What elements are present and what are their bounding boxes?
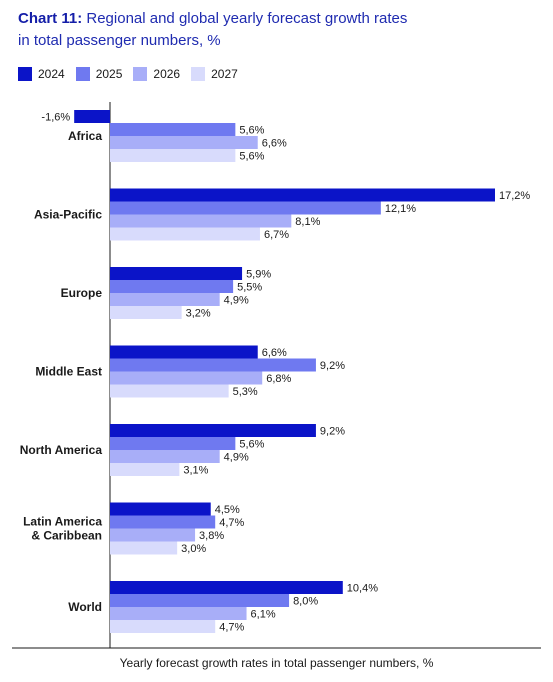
data-label-latin-america-caribbean-2026: 3,8% <box>199 530 224 542</box>
bar-africa-2024 <box>74 110 110 123</box>
bar-asia-pacific-2024 <box>110 188 495 202</box>
legend-item-2024: 2024 <box>18 67 65 81</box>
data-label-world-2025: 8,0% <box>293 596 318 608</box>
bar-middle-east-2024 <box>110 345 258 359</box>
legend-label-2026: 2026 <box>153 67 181 81</box>
data-label-europe-2025: 5,5% <box>237 282 262 294</box>
data-label-north-america-2027: 3,1% <box>183 465 208 477</box>
bar-middle-east-2025 <box>110 358 316 372</box>
category-label-latin-america-caribbean: Latin America & Caribbean <box>23 515 102 543</box>
data-label-latin-america-caribbean-2025: 4,7% <box>219 517 244 529</box>
bar-africa-2026 <box>110 136 258 149</box>
data-label-middle-east-2026: 6,8% <box>266 373 291 385</box>
data-label-europe-2024: 5,9% <box>246 269 271 281</box>
legend-label-2025: 2025 <box>95 67 123 81</box>
bar-world-2026 <box>110 607 247 620</box>
category-label-africa: Africa <box>68 129 102 143</box>
bar-world-2024 <box>110 581 343 594</box>
bar-europe-2027 <box>110 306 182 319</box>
data-label-world-2024: 10,4% <box>347 583 378 595</box>
legend-item-2027: 2027 <box>191 67 238 81</box>
data-label-europe-2026: 4,9% <box>224 295 249 307</box>
bar-europe-2026 <box>110 293 220 306</box>
bar-asia-pacific-2026 <box>110 214 292 228</box>
data-label-middle-east-2024: 6,6% <box>262 347 287 359</box>
data-label-africa-2024: -1,6% <box>41 112 70 124</box>
chart-title-line1: Regional and global yearly forecast grow… <box>86 10 408 27</box>
bar-world-2025 <box>110 594 290 607</box>
data-label-europe-2027: 3,2% <box>186 308 211 320</box>
data-label-asia-pacific-2027: 6,7% <box>264 229 289 241</box>
legend-swatch-2027 <box>191 67 206 81</box>
bar-latin-america-caribbean-2026 <box>110 528 196 542</box>
data-label-north-america-2025: 5,6% <box>239 439 264 451</box>
category-label-north-america: North America <box>20 443 103 457</box>
data-label-latin-america-caribbean-2027: 3,0% <box>181 543 206 555</box>
category-label-world: World <box>68 600 102 614</box>
bar-asia-pacific-2027 <box>110 227 260 241</box>
legend-swatch-2024 <box>18 67 32 81</box>
chart-legend: 2024 2025 2026 2027 <box>18 66 249 82</box>
data-label-asia-pacific-2026: 8,1% <box>295 216 320 228</box>
category-label-asia-pacific: Asia-Pacific <box>34 208 102 222</box>
legend-swatch-2025 <box>75 67 90 81</box>
chart-title-line2: in total passenger numbers, % <box>18 32 221 49</box>
bar-asia-pacific-2025 <box>110 201 381 215</box>
bar-world-2027 <box>110 620 216 633</box>
data-label-africa-2026: 6,6% <box>262 138 287 150</box>
chart-number: Chart 11: <box>18 10 83 27</box>
data-label-africa-2027: 5,6% <box>239 151 264 163</box>
legend-label-2024: 2024 <box>38 67 65 81</box>
data-label-world-2026: 6,1% <box>251 609 276 621</box>
bar-europe-2025 <box>110 280 234 293</box>
category-label-europe: Europe <box>61 286 103 300</box>
bar-middle-east-2026 <box>110 371 263 385</box>
data-label-middle-east-2027: 5,3% <box>233 386 258 398</box>
data-label-asia-pacific-2024: 17,2% <box>499 190 530 202</box>
legend-item-2025: 2025 <box>75 67 123 81</box>
legend-label-2027: 2027 <box>211 67 238 81</box>
data-label-middle-east-2025: 9,2% <box>320 360 345 372</box>
x-axis-label: Yearly forecast growth rates in total pa… <box>119 656 434 670</box>
data-label-latin-america-caribbean-2024: 4,5% <box>215 504 240 516</box>
bar-europe-2024 <box>110 267 243 280</box>
bar-middle-east-2027 <box>110 384 229 398</box>
legend-swatch-2026 <box>133 67 148 81</box>
data-label-north-america-2026: 4,9% <box>224 452 249 464</box>
data-label-africa-2025: 5,6% <box>239 125 264 137</box>
bar-north-america-2026 <box>110 450 220 463</box>
bar-africa-2027 <box>110 149 236 162</box>
bar-latin-america-caribbean-2025 <box>110 515 216 529</box>
data-label-north-america-2024: 9,2% <box>320 426 345 438</box>
data-label-world-2027: 4,7% <box>219 622 244 634</box>
bar-north-america-2027 <box>110 463 180 476</box>
bar-north-america-2024 <box>110 424 316 437</box>
bar-africa-2025 <box>110 123 236 136</box>
data-label-asia-pacific-2025: 12,1% <box>385 203 416 215</box>
chart-title: Chart 11: Regional and global yearly for… <box>18 8 538 52</box>
category-label-middle-east: Middle East <box>35 365 102 379</box>
bar-latin-america-caribbean-2024 <box>110 502 211 516</box>
legend-item-2026: 2026 <box>133 67 180 81</box>
bar-latin-america-caribbean-2027 <box>110 541 178 555</box>
bar-north-america-2025 <box>110 437 236 450</box>
